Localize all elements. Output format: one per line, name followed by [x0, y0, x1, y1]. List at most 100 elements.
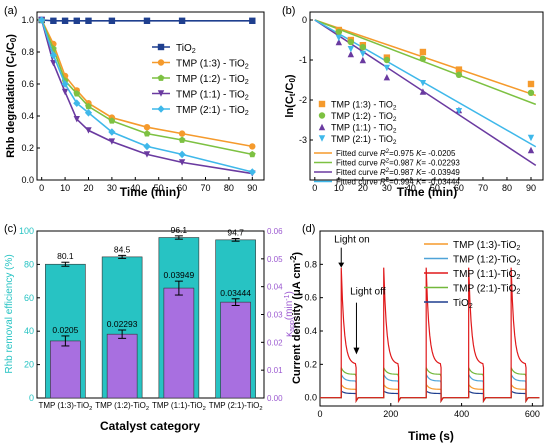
data-point	[248, 168, 256, 176]
data-point	[108, 128, 116, 136]
data-point	[143, 151, 151, 158]
data-point	[347, 50, 355, 58]
data-point	[85, 102, 92, 110]
x-tick-label: 40	[406, 183, 416, 193]
legend-label: TMP (1:1) - TiO2	[176, 90, 249, 102]
y-tick-label: 1.0	[21, 15, 34, 25]
data-point	[335, 28, 343, 36]
x-tick-label: 90	[526, 183, 536, 193]
panel-d: (d) Time (s) Current density (μA cm-2) 0…	[289, 223, 544, 443]
x-tick-label: 60	[454, 183, 464, 193]
panel-d-xlabel: Time (s)	[408, 429, 454, 443]
y-tick-label: 0.8	[304, 259, 317, 269]
current-trace	[320, 367, 540, 404]
panel-c: (c) Catalyst category Rhb removal effici…	[4, 223, 296, 433]
data-point	[383, 56, 391, 64]
y-tick-label: 80	[24, 259, 34, 269]
legend-label: TMP (1:1)-TiO2	[453, 269, 520, 281]
removal-value-label: 96.1	[171, 225, 188, 235]
panel-d-ylabel: Current density (μA cm-2)	[289, 252, 303, 384]
panel-a-frame	[36, 11, 265, 181]
panel-b-label: (b)	[282, 5, 295, 17]
data-point	[143, 142, 151, 151]
light-off-arrowhead	[353, 347, 360, 355]
light-on-arrowhead	[338, 262, 345, 268]
y-tick-label: 0.6	[21, 79, 34, 89]
data-point	[178, 17, 186, 24]
data-point	[61, 17, 69, 24]
kapp-value-label: 0.0205	[52, 325, 78, 335]
y2-tick-label: 0.03	[267, 311, 283, 320]
data-point	[50, 60, 57, 67]
legend-label: TMP (2:1) - TiO2	[176, 105, 249, 117]
x-tick-label: 0	[317, 409, 322, 419]
y2-tick-label: 0.00	[267, 394, 283, 403]
legend-label: TiO2	[176, 43, 196, 55]
legend-label: TMP (2:1) - TiO2	[331, 134, 397, 146]
data-point	[178, 150, 186, 159]
data-point	[419, 55, 427, 62]
y-tick-label: 100	[19, 226, 34, 236]
legend-label: TiO2	[453, 298, 473, 310]
data-point	[527, 80, 535, 88]
panel-c-label: (c)	[4, 223, 17, 235]
panel-a: (a) Time (min) Rhb degradation (Ct/C0) 0…	[4, 5, 265, 199]
current-trace	[320, 267, 540, 404]
data-point	[178, 136, 186, 143]
data-point	[383, 74, 391, 81]
y2-tick-label: 0.01	[267, 366, 283, 375]
x-tick-label: 10	[60, 183, 70, 193]
y-tick-label: 0.8	[21, 47, 34, 57]
panel-a-xlabel: Time (min)	[120, 185, 180, 199]
y-tick-label: 20	[24, 360, 34, 370]
y-tick-label: -3	[299, 135, 307, 145]
data-point	[108, 17, 116, 24]
y2-tick-label: 0.04	[267, 283, 283, 292]
data-point	[73, 17, 80, 24]
legend-label: Fitted curve R2=0.987 K= -0.02293	[336, 159, 460, 168]
y-tick-label: 0	[29, 393, 34, 403]
data-point	[73, 116, 80, 123]
current-trace	[320, 389, 540, 404]
removal-value-label: 84.5	[114, 244, 131, 254]
data-point	[84, 109, 93, 117]
data-point	[178, 130, 186, 137]
y-tick-label: -2	[299, 95, 307, 105]
legend-label: TMP (1:3) - TiO2	[331, 100, 397, 112]
panel-b: (b) Time (min) ln(Ct/C0) 0 10 20 30 40 50 60 70…	[282, 5, 544, 199]
data-point	[85, 127, 92, 134]
x-tick-label: 80	[502, 183, 512, 193]
panel-a-ylabel: Rhb degradation (Ct/C0)	[5, 34, 18, 158]
data-point	[38, 16, 46, 24]
x-tick-label: 400	[454, 409, 469, 419]
legend-marker	[157, 43, 165, 51]
legend-marker	[318, 112, 326, 119]
data-point	[527, 134, 535, 142]
y2-tick-label: 0.06	[267, 227, 283, 236]
legend-marker	[318, 123, 326, 131]
data-point	[143, 17, 151, 24]
legend-marker	[318, 135, 326, 142]
panel-b-frame	[309, 11, 544, 181]
legend-label: Fitted curve R2=0.994 K= -0.03444	[336, 178, 460, 187]
data-point	[527, 146, 535, 154]
panel-a-label: (a)	[4, 5, 17, 17]
data-point	[419, 80, 427, 87]
light-on-label: Light on	[334, 235, 370, 246]
data-point	[335, 34, 343, 42]
x-tick-label: 40	[130, 183, 140, 193]
x-tick-label: 30	[107, 183, 117, 193]
kapp-value-label: 0.02293	[107, 319, 138, 329]
data-point	[249, 17, 256, 24]
panel-d-label: (d)	[302, 223, 315, 235]
legend-marker	[318, 100, 326, 108]
legend-marker	[157, 90, 165, 97]
data-point	[527, 89, 535, 97]
kapp-bar	[50, 340, 81, 399]
x-tick-label: 50	[154, 183, 164, 193]
data-point	[347, 38, 355, 46]
x-tick-label: 60	[177, 183, 187, 193]
y2-tick-label: 0.05	[267, 255, 283, 264]
x-tick-label: 0	[312, 183, 317, 193]
